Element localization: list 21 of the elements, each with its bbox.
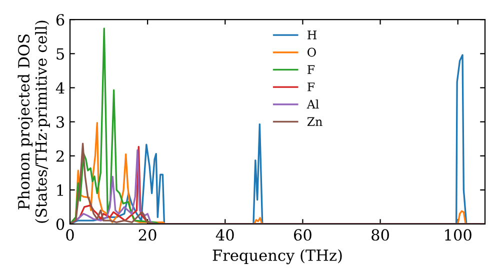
legend-label: H (308, 30, 317, 40)
legend-label: Al (306, 100, 319, 109)
y-tick-label: 3 (56, 116, 64, 128)
legend-label: F (308, 82, 315, 92)
x-tick-label: 40 (216, 229, 234, 241)
x-tick-label: 100 (445, 229, 472, 241)
y-tick-label: 4 (56, 82, 64, 94)
y-tick-label: 5 (56, 48, 64, 60)
x-tick-label: 0 (66, 229, 74, 241)
y-axis-title: Phonon projected DOS (States/THz·primitive cell) (18, 20, 50, 223)
y-tick-label: 6 (56, 14, 64, 26)
legend-label: Zn (307, 117, 322, 126)
y-tick-label: 2 (56, 150, 64, 162)
x-tick-label: 20 (138, 229, 156, 241)
x-tick-label: 80 (372, 229, 389, 241)
y-tick-label: 0 (56, 218, 64, 230)
x-axis-title: Frequency (THz) (212, 249, 342, 264)
y-tick-label: 1 (57, 184, 63, 196)
x-tick-label: 60 (294, 229, 312, 241)
legend-label: O (308, 48, 316, 57)
legend-label: F (308, 65, 315, 74)
